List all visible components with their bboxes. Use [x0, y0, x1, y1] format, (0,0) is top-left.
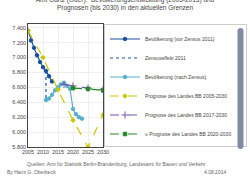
svg-text:6.800: 6.800: [12, 69, 26, 75]
svg-text:2015: 2015: [52, 149, 64, 155]
svg-text:4.08.2014: 4.08.2014: [204, 169, 226, 175]
svg-text:2020: 2020: [67, 149, 79, 155]
svg-text:Bevölkerung (nach Zensus): Bevölkerung (nach Zensus): [145, 74, 206, 80]
svg-text:2010: 2010: [37, 149, 49, 155]
svg-text:Bevölkerung (vor Zensus 2011): Bevölkerung (vor Zensus 2011): [145, 36, 215, 42]
svg-text:7.200: 7.200: [12, 40, 26, 46]
svg-text:6.600: 6.600: [12, 84, 26, 90]
svg-text:Quellen: Amt für Statistik Ber: Quellen: Amt für Statistik Berlin-Brande…: [27, 161, 206, 167]
svg-text:Amt Gartz (Oder): Bevölkerung: Amt Gartz (Oder): Bevölkerungsentwicklun…: [36, 0, 215, 12]
svg-text:6.000: 6.000: [12, 129, 26, 135]
svg-text:2005: 2005: [22, 149, 34, 155]
svg-text:By Hans G. Oberbeck: By Hans G. Oberbeck: [7, 169, 56, 175]
svg-text:5.800: 5.800: [12, 144, 26, 150]
svg-text:6.200: 6.200: [12, 114, 26, 120]
svg-text:6.400: 6.400: [12, 99, 26, 105]
svg-text:Prognose des Landes BB 2005-20: Prognose des Landes BB 2005-2030: [145, 93, 227, 99]
svg-text:2025: 2025: [82, 149, 94, 155]
svg-text:2030: 2030: [97, 149, 109, 155]
svg-text:Zensuseffekt 2011: Zensuseffekt 2011: [145, 55, 186, 61]
svg-text:Prognose des Landes BB 2017-20: Prognose des Landes BB 2017-2030: [145, 112, 227, 118]
svg-text:7.000: 7.000: [12, 54, 26, 60]
svg-text:» Prognose des Landes BB 2020-: » Prognose des Landes BB 2020-2030: [145, 131, 231, 137]
svg-text:7.400: 7.400: [12, 25, 26, 31]
